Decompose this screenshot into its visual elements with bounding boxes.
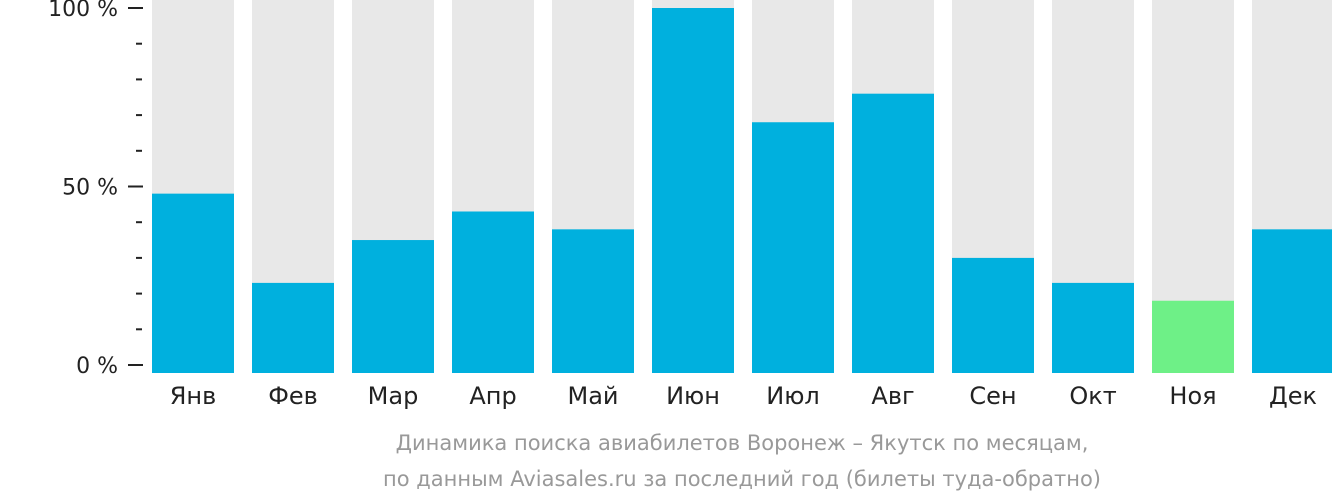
x-tick-label: Июн xyxy=(666,382,720,410)
y-tick-label: 100 % xyxy=(48,0,118,22)
bar xyxy=(252,282,334,373)
bar xyxy=(1252,229,1332,373)
x-tick-label: Янв xyxy=(170,382,217,410)
chart-caption-line-1: Динамика поиска авиабилетов Воронеж – Як… xyxy=(395,431,1089,455)
y-tick-label: 0 % xyxy=(76,354,118,379)
x-tick-label: Фев xyxy=(268,382,318,410)
x-tick-label: Май xyxy=(567,382,618,410)
x-tick-label: Сен xyxy=(969,382,1016,410)
x-tick-label: Окт xyxy=(1069,382,1116,410)
x-tick-label: Апр xyxy=(469,382,516,410)
bar xyxy=(1052,282,1134,373)
x-tick-label: Мар xyxy=(368,382,419,410)
bar xyxy=(152,193,234,373)
x-tick-label: Дек xyxy=(1269,382,1317,410)
bar xyxy=(952,257,1034,373)
bar xyxy=(552,229,634,373)
bar xyxy=(452,211,534,373)
bar xyxy=(352,240,434,373)
x-tick-label: Июл xyxy=(766,382,820,410)
bar xyxy=(652,8,734,373)
bar xyxy=(1152,300,1234,373)
y-tick-label: 50 % xyxy=(62,176,118,201)
bar xyxy=(752,122,834,374)
x-tick-label: Авг xyxy=(871,382,914,410)
bar-chart: Янв Фев Мар Апр Май Июн Июл Авг Сен Окт Ноя Дек 100 … xyxy=(48,0,1332,410)
bar xyxy=(852,93,934,374)
chart-caption-line-2: по данным Aviasales.ru за последний год … xyxy=(383,467,1101,491)
x-tick-label: Ноя xyxy=(1169,382,1216,410)
